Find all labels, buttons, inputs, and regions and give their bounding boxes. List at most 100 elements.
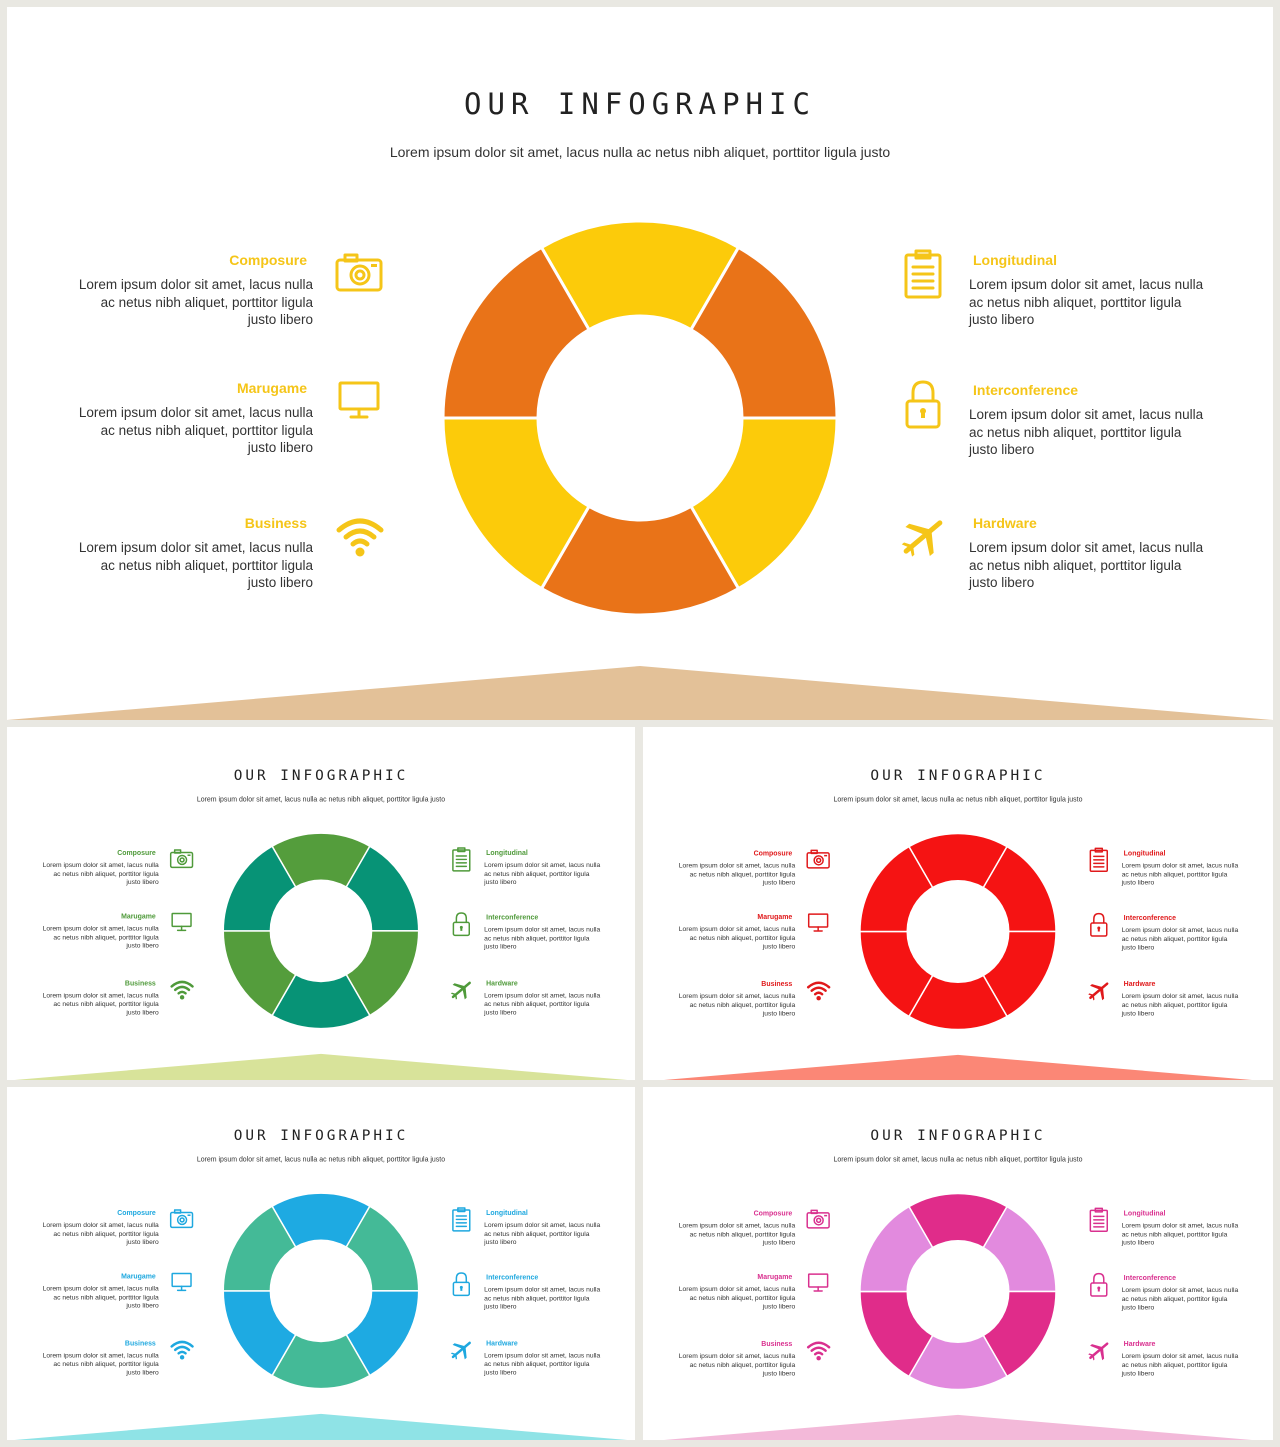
monitor-icon — [333, 375, 387, 429]
slide-thumbnail-green[interactable]: OUR INFOGRAPHIC Lorem ipsum dolor sit ame… — [7, 727, 635, 1080]
item-body: Lorem ipsum dolor sit amet, lacus nulla … — [484, 1220, 601, 1246]
item-title: Hardware — [486, 978, 518, 987]
donut-segment — [859, 845, 934, 933]
item-title: Interconference — [973, 382, 1079, 398]
item-title: Business — [124, 1338, 156, 1347]
ground-shape — [7, 666, 1273, 720]
item-longitudinal: Longitudinal Lorem ipsum dolor sit amet,… — [484, 849, 603, 887]
slide-canvas: OUR INFOGRAPHIC Lorem ipsum dolor sit ame… — [643, 1087, 1273, 1440]
item-body: Lorem ipsum dolor sit amet, lacus nulla … — [484, 925, 601, 951]
item-interconference: Interconference Lorem ipsum dolor sit am… — [484, 913, 603, 951]
ground-shape — [663, 1414, 1252, 1440]
item-composure: Composure Lorem ipsum dolor sit amet, la… — [40, 849, 159, 887]
slide-canvas: OUR INFOGRAPHIC Lorem ipsum dolor sit ame… — [643, 727, 1273, 1080]
camera-icon — [169, 1206, 196, 1233]
item-body: Lorem ipsum dolor sit amet, lacus nulla … — [78, 405, 313, 455]
clipboard-icon — [1085, 1206, 1112, 1233]
wifi-icon — [169, 1336, 196, 1363]
slide-thumbnail-red[interactable]: OUR INFOGRAPHIC Lorem ipsum dolor sit ame… — [643, 727, 1273, 1080]
item-title: Longitudinal — [486, 1208, 528, 1217]
donut-segment — [441, 245, 592, 420]
item-body: Lorem ipsum dolor sit amet, lacus nulla … — [678, 861, 796, 887]
slide-thumbnail-pink[interactable]: OUR INFOGRAPHIC Lorem ipsum dolor sit ame… — [643, 1087, 1273, 1440]
airplane-icon — [448, 976, 475, 1003]
page-subtitle: Lorem ipsum dolor sit amet, lacus nulla … — [833, 1155, 1083, 1164]
item-title: Marugame — [121, 1272, 156, 1280]
monitor-icon — [805, 1270, 832, 1297]
page-title: OUR INFOGRAPHIC — [870, 766, 1046, 784]
slide-canvas: OUR INFOGRAPHIC Lorem ipsum dolor sit ame… — [7, 7, 1273, 720]
item-title: Hardware — [973, 515, 1037, 531]
page-subtitle: Lorem ipsum dolor sit amet, lacus nulla … — [833, 795, 1083, 804]
wifi-icon — [333, 510, 387, 564]
item-body: Lorem ipsum dolor sit amet, lacus nulla … — [1121, 1286, 1239, 1311]
item-longitudinal: Longitudinal Lorem ipsum dolor sit amet,… — [1122, 1209, 1241, 1247]
donut-segment — [222, 1205, 297, 1292]
item-hardware: Hardware Lorem ipsum dolor sit amet, lac… — [484, 1339, 603, 1377]
item-title: Composure — [753, 848, 793, 857]
item-interconference: Interconference Lorem ipsum dolor sit am… — [969, 382, 1209, 459]
item-title: Business — [124, 978, 156, 987]
donut-segment — [539, 219, 741, 332]
page-subtitle: Lorem ipsum dolor sit amet, lacus nulla … — [196, 1154, 446, 1163]
item-body: Lorem ipsum dolor sit amet, lacus nulla … — [678, 1285, 796, 1310]
item-body: Lorem ipsum dolor sit amet, lacus nulla … — [42, 924, 159, 950]
camera-icon — [805, 1206, 832, 1233]
airplane-icon — [448, 1336, 475, 1363]
item-title: Marugame — [121, 912, 156, 920]
item-title: Longitudinal — [973, 252, 1057, 268]
item-body: Lorem ipsum dolor sit amet, lacus nulla … — [1121, 992, 1239, 1018]
lock-icon — [1085, 1271, 1112, 1298]
item-body: Lorem ipsum dolor sit amet, lacus nulla … — [1121, 861, 1239, 887]
page-title: OUR INFOGRAPHIC — [233, 1126, 409, 1144]
item-body: Lorem ipsum dolor sit amet, lacus nulla … — [678, 992, 796, 1018]
item-body: Lorem ipsum dolor sit amet, lacus nulla … — [42, 1351, 159, 1377]
airplane-icon — [1085, 1337, 1112, 1364]
monitor-icon — [169, 1270, 196, 1297]
item-title: Longitudinal — [486, 848, 528, 857]
donut-chart — [222, 1192, 420, 1390]
item-title: Interconference — [1123, 1273, 1176, 1282]
item-title: Longitudinal — [1123, 848, 1166, 857]
item-title: Hardware — [1123, 979, 1156, 988]
item-hardware: Hardware Lorem ipsum dolor sit amet, lac… — [484, 979, 603, 1017]
page-subtitle: Lorem ipsum dolor sit amet, lacus nulla … — [389, 144, 891, 160]
item-marugame: Marugame Lorem ipsum dolor sit amet, lac… — [40, 912, 159, 950]
slide-main[interactable]: OUR INFOGRAPHIC Lorem ipsum dolor sit ame… — [7, 7, 1273, 720]
monitor-icon — [169, 910, 196, 937]
item-title: Hardware — [486, 1338, 518, 1347]
item-composure: Composure Lorem ipsum dolor sit amet, la… — [676, 849, 795, 887]
item-body: Lorem ipsum dolor sit amet, lacus nulla … — [1121, 1352, 1239, 1378]
item-body: Lorem ipsum dolor sit amet, lacus nulla … — [78, 277, 313, 327]
slide-canvas: OUR INFOGRAPHIC Lorem ipsum dolor sit ame… — [7, 1087, 635, 1440]
item-marugame: Marugame Lorem ipsum dolor sit amet, lac… — [676, 913, 795, 951]
item-title: Composure — [117, 848, 156, 857]
lock-icon — [448, 1271, 475, 1298]
item-title: Hardware — [1123, 1339, 1156, 1348]
donut-chart — [222, 832, 420, 1030]
item-title: Business — [761, 979, 793, 988]
item-longitudinal: Longitudinal Lorem ipsum dolor sit amet,… — [484, 1209, 603, 1247]
item-body: Lorem ipsum dolor sit amet, lacus nulla … — [969, 277, 1204, 327]
item-body: Lorem ipsum dolor sit amet, lacus nulla … — [42, 991, 159, 1017]
page-subtitle: Lorem ipsum dolor sit amet, lacus nulla … — [196, 794, 446, 803]
item-body: Lorem ipsum dolor sit amet, lacus nulla … — [678, 1352, 796, 1378]
item-body: Lorem ipsum dolor sit amet, lacus nulla … — [484, 1285, 601, 1311]
clipboard-icon — [896, 247, 950, 301]
item-interconference: Interconference Lorem ipsum dolor sit am… — [1122, 1274, 1241, 1312]
camera-icon — [169, 846, 196, 873]
airplane-icon — [1085, 977, 1112, 1004]
ground-shape — [14, 1053, 628, 1080]
lock-icon — [896, 377, 950, 431]
item-body: Lorem ipsum dolor sit amet, lacus nulla … — [1121, 1221, 1239, 1247]
slide-canvas: OUR INFOGRAPHIC Lorem ipsum dolor sit ame… — [7, 727, 635, 1080]
camera-icon — [333, 247, 387, 301]
slide-thumbnail-blue[interactable]: OUR INFOGRAPHIC Lorem ipsum dolor sit ame… — [7, 1087, 635, 1440]
clipboard-icon — [448, 1206, 475, 1233]
item-title: Interconference — [486, 913, 539, 921]
item-interconference: Interconference Lorem ipsum dolor sit am… — [484, 1273, 603, 1311]
item-title: Marugame — [757, 1272, 793, 1281]
item-body: Lorem ipsum dolor sit amet, lacus nulla … — [484, 860, 601, 886]
item-body: Lorem ipsum dolor sit amet, lacus nulla … — [1121, 926, 1239, 951]
donut-segment — [688, 416, 839, 591]
